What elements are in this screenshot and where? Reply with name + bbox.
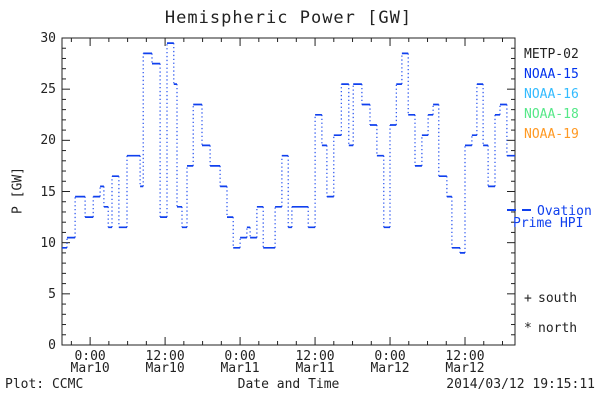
legend-marker-south: + south: [524, 292, 577, 305]
y-tick-label: 25: [40, 82, 56, 98]
x-tick-time: 0:00: [224, 349, 256, 364]
x-tick-time: 12:00: [145, 349, 185, 364]
y-tick-label: 15: [40, 184, 56, 200]
dashed-line-icon: [522, 209, 531, 211]
x-tick-label: 0:00 Mar11: [205, 349, 275, 376]
legend-marker-north: * north: [524, 322, 577, 335]
x-tick-label: 0:00 Mar10: [55, 349, 125, 376]
x-tick-date: Mar11: [220, 361, 260, 376]
x-tick-time: 12:00: [295, 349, 335, 364]
x-tick-label: 12:00 Mar12: [430, 349, 500, 376]
x-tick-label: 12:00 Mar11: [280, 349, 350, 376]
x-tick-label: 0:00 Mar12: [355, 349, 425, 376]
x-tick-date: Mar12: [370, 361, 410, 376]
y-tick-label: 30: [40, 31, 56, 46]
south-label: south: [538, 291, 578, 306]
dashed-line-icon: [507, 209, 516, 211]
x-tick-time: 0:00: [74, 349, 106, 364]
x-tick-time: 0:00: [374, 349, 406, 364]
ovation-label-line2: Prime HPI: [513, 216, 584, 231]
y-tick-label: 5: [48, 286, 56, 302]
y-tick-label: 10: [40, 235, 56, 251]
asterisk-marker-icon: *: [524, 321, 532, 336]
x-tick-date: Mar10: [70, 361, 110, 376]
x-tick-label: 12:00 Mar10: [130, 349, 200, 376]
north-label: north: [538, 321, 578, 336]
x-axis-label: Date and Time: [237, 377, 340, 392]
chart-title: Hemispheric Power [GW]: [164, 8, 413, 28]
legend-item-noaa16: NOAA-16: [524, 87, 579, 102]
hpi-step-levels: [62, 42, 515, 254]
legend-item-ovation-prime-hpi: Ovation Prime HPI: [507, 204, 592, 231]
legend-item-noaa15: NOAA-15: [524, 67, 579, 82]
x-tick-date: Mar10: [145, 361, 185, 376]
y-tick-label: 20: [40, 133, 56, 149]
x-tick-time: 12:00: [445, 349, 485, 364]
plot-timestamp: 2014/03/12 19:15:11: [446, 377, 595, 392]
plus-marker-icon: +: [524, 291, 532, 306]
hpi-step-jumps: [66, 43, 508, 253]
ovation-label-line1: Ovation: [537, 204, 592, 219]
legend-item-noaa19: NOAA-19: [524, 127, 579, 142]
plot-credit: Plot: CCMC: [5, 377, 84, 392]
y-tick-label: 0: [48, 338, 56, 353]
legend-item-metp02: METP-02: [524, 47, 579, 62]
x-tick-date: Mar12: [445, 361, 485, 376]
x-tick-date: Mar11: [295, 361, 335, 376]
legend-item-noaa18: NOAA-18: [524, 107, 579, 122]
